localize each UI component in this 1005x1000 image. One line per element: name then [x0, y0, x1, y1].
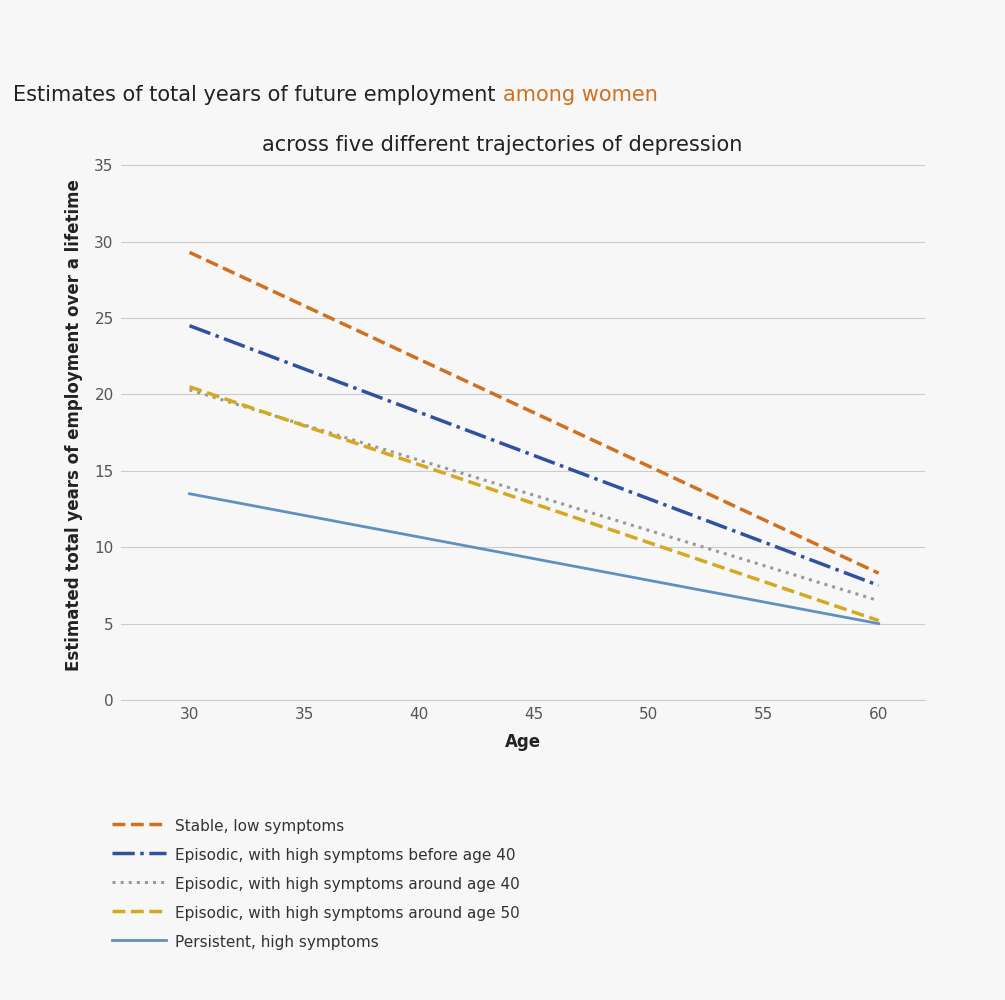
Text: among women: among women [502, 85, 657, 105]
X-axis label: Age: Age [505, 733, 541, 751]
Legend: Stable, low symptoms, Episodic, with high symptoms before age 40, Episodic, with: Stable, low symptoms, Episodic, with hig… [113, 818, 520, 950]
Text: across five different trajectories of depression: across five different trajectories of de… [262, 135, 743, 155]
Text: Estimates of total years of future employment: Estimates of total years of future emplo… [13, 85, 502, 105]
Y-axis label: Estimated total years of employment over a lifetime: Estimated total years of employment over… [65, 179, 83, 671]
